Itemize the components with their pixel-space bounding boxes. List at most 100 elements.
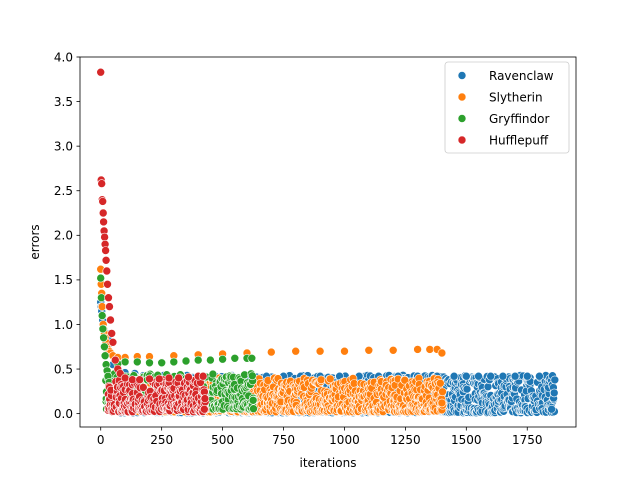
y-tick-label: 3.5 — [54, 95, 73, 109]
y-axis-label: errors — [28, 224, 42, 259]
data-point — [462, 384, 472, 394]
x-tick-label: 750 — [272, 433, 295, 447]
x-tick-label: 1250 — [390, 433, 421, 447]
data-point — [169, 357, 179, 367]
x-axis-label: iterations — [300, 456, 357, 470]
data-point — [100, 342, 109, 352]
data-point — [247, 353, 257, 363]
legend-box — [444, 61, 570, 154]
data-point — [483, 382, 493, 392]
data-point — [198, 371, 208, 381]
data-point — [111, 355, 120, 365]
data-point — [181, 356, 191, 366]
data-point — [547, 404, 556, 414]
data-point — [498, 371, 508, 381]
x-tick-label: 0 — [97, 433, 105, 447]
x-tick-label: 1750 — [512, 433, 543, 447]
series-hufflepuff — [96, 67, 210, 417]
data-point — [449, 371, 459, 381]
data-point — [106, 315, 115, 325]
y-axis: 0.0 0.5 1.0 1.5 2.0 2.5 3.0 3.5 4.0 — [54, 50, 80, 421]
legend: Ravenclaw Slytherin Gryffindor Hufflepuff — [444, 61, 570, 154]
data-point — [101, 255, 111, 265]
legend-label: Slytherin — [489, 90, 543, 104]
data-point — [96, 273, 105, 283]
data-point — [120, 357, 130, 367]
data-point — [249, 404, 258, 414]
data-point — [98, 324, 108, 334]
x-axis: 0 250 500 750 1000 1250 1500 1750 — [97, 427, 543, 447]
data-point — [107, 329, 116, 338]
data-point — [108, 337, 118, 347]
legend-marker — [457, 71, 467, 80]
data-point — [145, 358, 154, 368]
data-point — [200, 394, 210, 403]
data-point — [97, 311, 107, 320]
legend-label: Gryffindor — [489, 112, 550, 126]
data-point — [364, 345, 374, 355]
data-point — [474, 371, 483, 381]
data-point — [425, 345, 435, 354]
data-point — [100, 232, 109, 242]
y-tick-label: 2.0 — [54, 229, 73, 243]
data-point — [97, 179, 106, 188]
data-point — [535, 371, 544, 381]
data-point — [96, 67, 105, 77]
data-point — [128, 375, 137, 385]
axes-frame — [79, 56, 577, 428]
data-point — [437, 348, 447, 358]
data-point — [164, 373, 174, 383]
y-tick-label: 3.0 — [54, 139, 73, 153]
data-point — [325, 374, 335, 384]
data-point — [104, 293, 113, 303]
data-point — [100, 351, 110, 361]
legend-label: Hufflepuff — [489, 133, 549, 147]
data-point — [437, 398, 447, 408]
data-point — [98, 208, 108, 218]
data-point — [120, 373, 130, 383]
data-point — [99, 217, 108, 227]
y-tick-label: 0.5 — [54, 362, 73, 376]
points-layer — [96, 67, 560, 418]
data-point — [486, 371, 496, 381]
data-point — [266, 347, 276, 357]
data-point — [145, 374, 154, 384]
data-point — [103, 279, 112, 289]
data-point — [184, 372, 193, 382]
data-point — [200, 404, 209, 414]
data-point — [157, 358, 166, 368]
data-point — [550, 375, 560, 385]
data-point — [413, 345, 422, 354]
legend-marker — [457, 135, 467, 145]
y-tick-label: 4.0 — [54, 50, 73, 64]
y-tick-label: 1.0 — [54, 318, 73, 332]
data-point — [154, 374, 164, 384]
y-tick-label: 2.5 — [54, 184, 73, 198]
data-point — [549, 388, 559, 398]
data-point — [230, 353, 240, 363]
data-point — [101, 246, 110, 255]
data-point — [435, 378, 445, 388]
data-point — [102, 266, 112, 276]
data-point — [248, 371, 257, 381]
x-tick-label: 250 — [150, 433, 173, 447]
data-point — [208, 369, 218, 379]
data-point — [99, 333, 108, 343]
data-point — [291, 346, 301, 356]
data-point — [248, 395, 258, 405]
data-point — [315, 346, 325, 356]
y-tick-label: 1.5 — [54, 273, 73, 287]
data-point — [461, 371, 471, 381]
legend-marker — [457, 114, 467, 123]
data-point — [522, 371, 532, 381]
data-point — [316, 375, 326, 385]
data-point — [218, 354, 227, 364]
x-tick-label: 1000 — [329, 433, 360, 447]
data-point — [135, 375, 144, 385]
data-point — [97, 302, 107, 311]
data-point — [206, 355, 215, 365]
data-point — [193, 355, 203, 365]
data-point — [388, 345, 398, 355]
